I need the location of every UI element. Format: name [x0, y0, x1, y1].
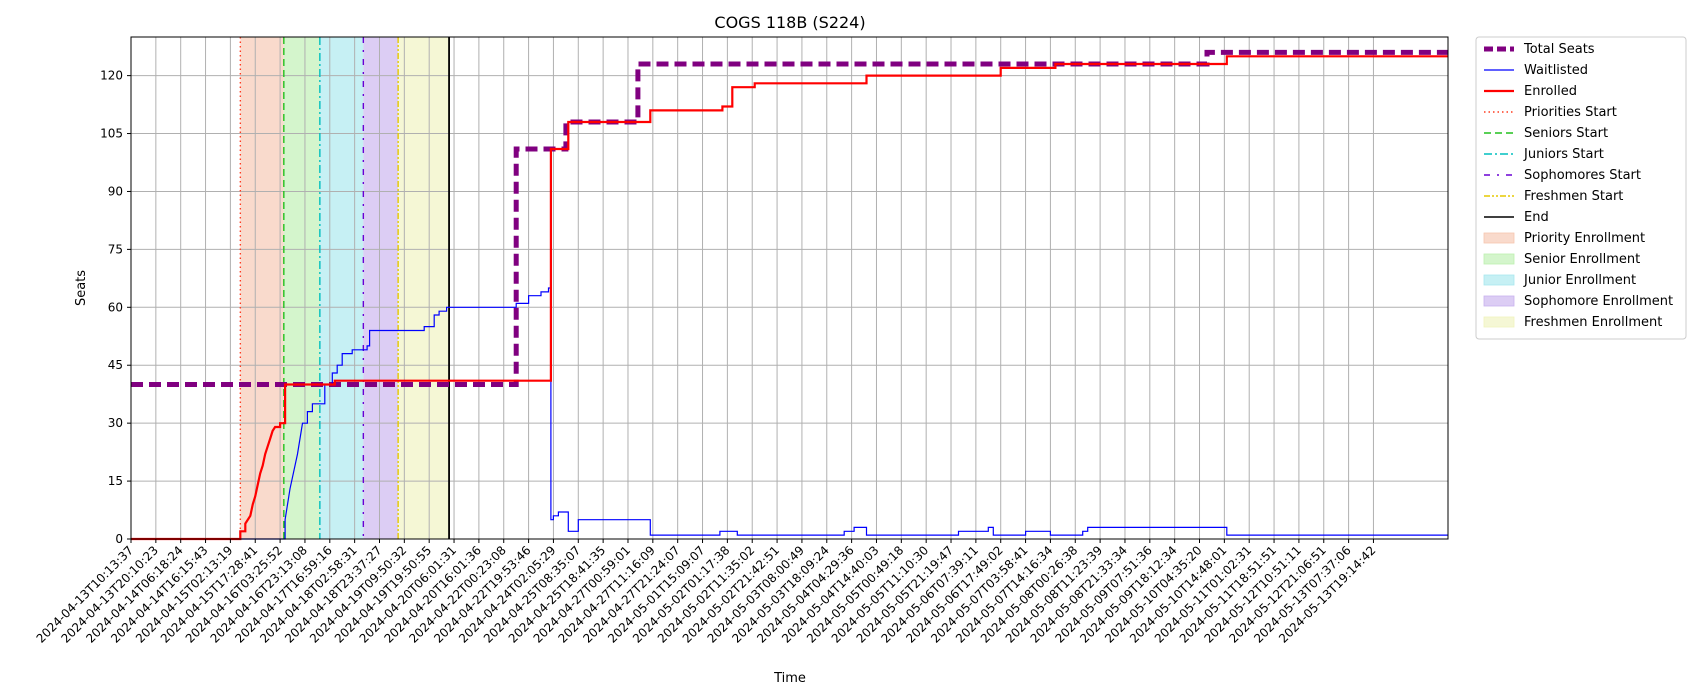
- legend-label: Total Seats: [1523, 42, 1595, 57]
- legend-swatch-senior-enrollment: [1483, 253, 1515, 265]
- legend-label: Priorities Start: [1524, 105, 1617, 120]
- legend-swatch-priority-enrollment: [1483, 232, 1515, 244]
- legend-label: Freshmen Start: [1524, 189, 1623, 204]
- legend-label: Sophomores Start: [1524, 168, 1641, 183]
- y-tick-label: 0: [115, 532, 123, 546]
- series-waitlisted: [131, 287, 1448, 540]
- y-tick-label: 75: [108, 242, 123, 256]
- legend-swatch-junior-enrollment: [1483, 274, 1515, 286]
- region-senior-enrollment: [283, 37, 320, 539]
- region-freshmen-enrollment: [398, 37, 450, 539]
- region-junior-enrollment: [319, 37, 364, 539]
- legend-swatch-sophomore-enrollment: [1483, 295, 1515, 307]
- plot-frame: [130, 36, 1449, 540]
- legend: Total Seats Waitlisted Enrolled Priorities …: [1475, 36, 1687, 340]
- legend-label: Junior Enrollment: [1523, 273, 1636, 288]
- legend-label: End: [1524, 210, 1549, 225]
- legend-label: Freshmen Enrollment: [1524, 315, 1662, 330]
- chart-title: COGS 118B (S224): [714, 13, 865, 32]
- y-tick-label: 15: [108, 474, 123, 488]
- y-tick-label: 60: [108, 300, 123, 314]
- series-enrolled: [131, 55, 1448, 541]
- legend-label: Enrolled: [1524, 84, 1577, 99]
- region-sophomore-enrollment: [363, 37, 399, 539]
- y-tick-label: 90: [108, 184, 123, 198]
- legend-label: Waitlisted: [1524, 63, 1588, 78]
- x-axis-label: Time: [773, 671, 806, 686]
- data-series: [131, 49, 1448, 541]
- legend-label: Senior Enrollment: [1524, 252, 1640, 267]
- region-priority-enrollment: [240, 37, 284, 539]
- legend-swatch-freshmen-enrollment: [1483, 316, 1515, 328]
- legend-label: Sophomore Enrollment: [1524, 294, 1673, 309]
- grid-lines: [130, 37, 1448, 540]
- x-axis-ticks: 2024-04-13T10:13:372024-04-13T20:10:2320…: [34, 539, 1379, 646]
- phase-lines: [239, 37, 450, 539]
- shaded-regions: [240, 37, 450, 539]
- y-tick-label: 45: [108, 358, 123, 372]
- y-tick-label: 120: [100, 69, 123, 83]
- legend-frame: [1475, 36, 1687, 340]
- legend-label: Seniors Start: [1524, 126, 1608, 141]
- y-axis-label: Seats: [74, 270, 89, 306]
- legend-label: Priority Enrollment: [1524, 231, 1645, 246]
- y-tick-label: 105: [100, 127, 123, 141]
- y-tick-label: 30: [108, 416, 123, 430]
- legend-label: Juniors Start: [1523, 147, 1604, 162]
- y-axis-ticks: 0 15 30 45 60 75 90 105 120: [100, 69, 131, 546]
